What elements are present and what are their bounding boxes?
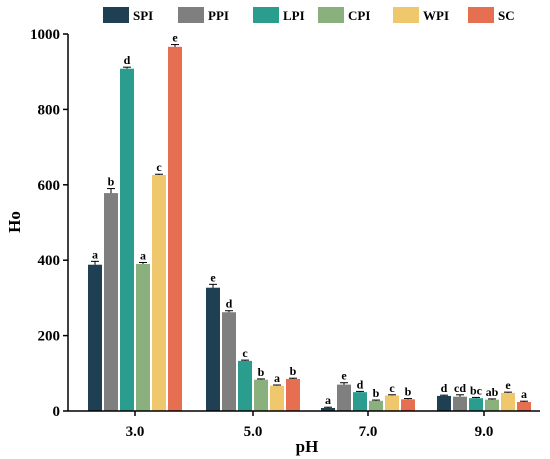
significance-label: e [210, 270, 216, 284]
significance-label: d [226, 297, 233, 311]
bar-lpi-5.0 [238, 360, 252, 411]
legend-swatch-sc [468, 7, 494, 23]
bar-ppi-9.0 [453, 396, 467, 411]
x-tick-label: 5.0 [244, 424, 263, 440]
significance-label: d [357, 377, 364, 391]
bar-spi-3.0 [88, 264, 102, 411]
bar-sc-7.0 [401, 399, 415, 411]
y-tick-label: 1000 [30, 27, 60, 43]
y-tick-label: 400 [38, 253, 61, 269]
significance-label: c [389, 381, 395, 395]
significance-label: a [140, 248, 146, 262]
legend-label-cpi: CPI [348, 8, 370, 23]
bar-wpi-5.0 [270, 385, 284, 411]
x-axis-title: pH [296, 437, 319, 456]
legend-swatch-lpi [253, 7, 279, 23]
bar-sc-9.0 [517, 401, 531, 411]
bar-wpi-7.0 [385, 395, 399, 411]
bar-lpi-3.0 [120, 68, 134, 412]
significance-label: c [156, 160, 162, 174]
bar-cpi-7.0 [369, 400, 383, 411]
y-tick-label: 600 [38, 178, 61, 194]
bar-lpi-9.0 [469, 398, 483, 411]
significance-label: e [341, 369, 347, 383]
bar-sc-3.0 [168, 46, 182, 412]
significance-label: b [108, 175, 115, 189]
bar-cpi-5.0 [254, 379, 268, 411]
significance-label: c [242, 346, 248, 360]
bar-ppi-7.0 [337, 384, 351, 411]
bar-ppi-3.0 [104, 193, 118, 411]
legend-swatch-wpi [393, 7, 419, 23]
bar-wpi-3.0 [152, 174, 166, 411]
significance-label: d [441, 381, 448, 395]
significance-label: b [258, 365, 265, 379]
significance-label: a [92, 247, 98, 261]
bar-spi-9.0 [437, 395, 451, 411]
legend-label-lpi: LPI [283, 8, 305, 23]
bar-cpi-9.0 [485, 399, 499, 411]
significance-label: b [405, 385, 412, 399]
bar-sc-5.0 [286, 378, 300, 411]
legend-swatch-cpi [318, 7, 344, 23]
legend-swatch-ppi [178, 7, 204, 23]
y-tick-label: 200 [38, 329, 61, 345]
x-tick-label: 9.0 [475, 424, 494, 440]
bar-spi-7.0 [321, 407, 335, 411]
significance-label: a [274, 371, 280, 385]
bar-lpi-7.0 [353, 392, 367, 411]
x-tick-label: 7.0 [359, 424, 378, 440]
bar-cpi-3.0 [136, 263, 150, 411]
y-tick-label: 800 [38, 102, 61, 118]
bar-wpi-9.0 [501, 392, 515, 411]
significance-label: ab [486, 385, 499, 399]
y-tick-label: 0 [53, 404, 61, 420]
x-tick-label: 3.0 [126, 424, 145, 440]
significance-label: bc [470, 383, 483, 397]
significance-label: b [373, 386, 380, 400]
legend-label-wpi: WPI [423, 8, 449, 23]
legend-label-sc: SC [498, 8, 515, 23]
significance-label: e [172, 31, 178, 45]
legend-label-ppi: PPI [208, 8, 229, 23]
bar-ppi-5.0 [222, 312, 236, 411]
significance-label: e [505, 378, 511, 392]
y-axis-title: Ho [5, 211, 24, 233]
legend-label-spi: SPI [133, 8, 153, 23]
bar-spi-5.0 [206, 287, 220, 411]
significance-label: cd [454, 381, 466, 395]
significance-label: d [124, 53, 131, 67]
significance-label: a [521, 387, 527, 401]
legend: SPI PPI LPI CPI WPI SC [103, 7, 515, 23]
legend-swatch-spi [103, 7, 129, 23]
axes-group: 0 200 400 600 800 1000 3.0 5.0 7.0 9.0 [30, 27, 540, 440]
significance-label: a [325, 393, 331, 407]
significance-label: b [290, 364, 297, 378]
